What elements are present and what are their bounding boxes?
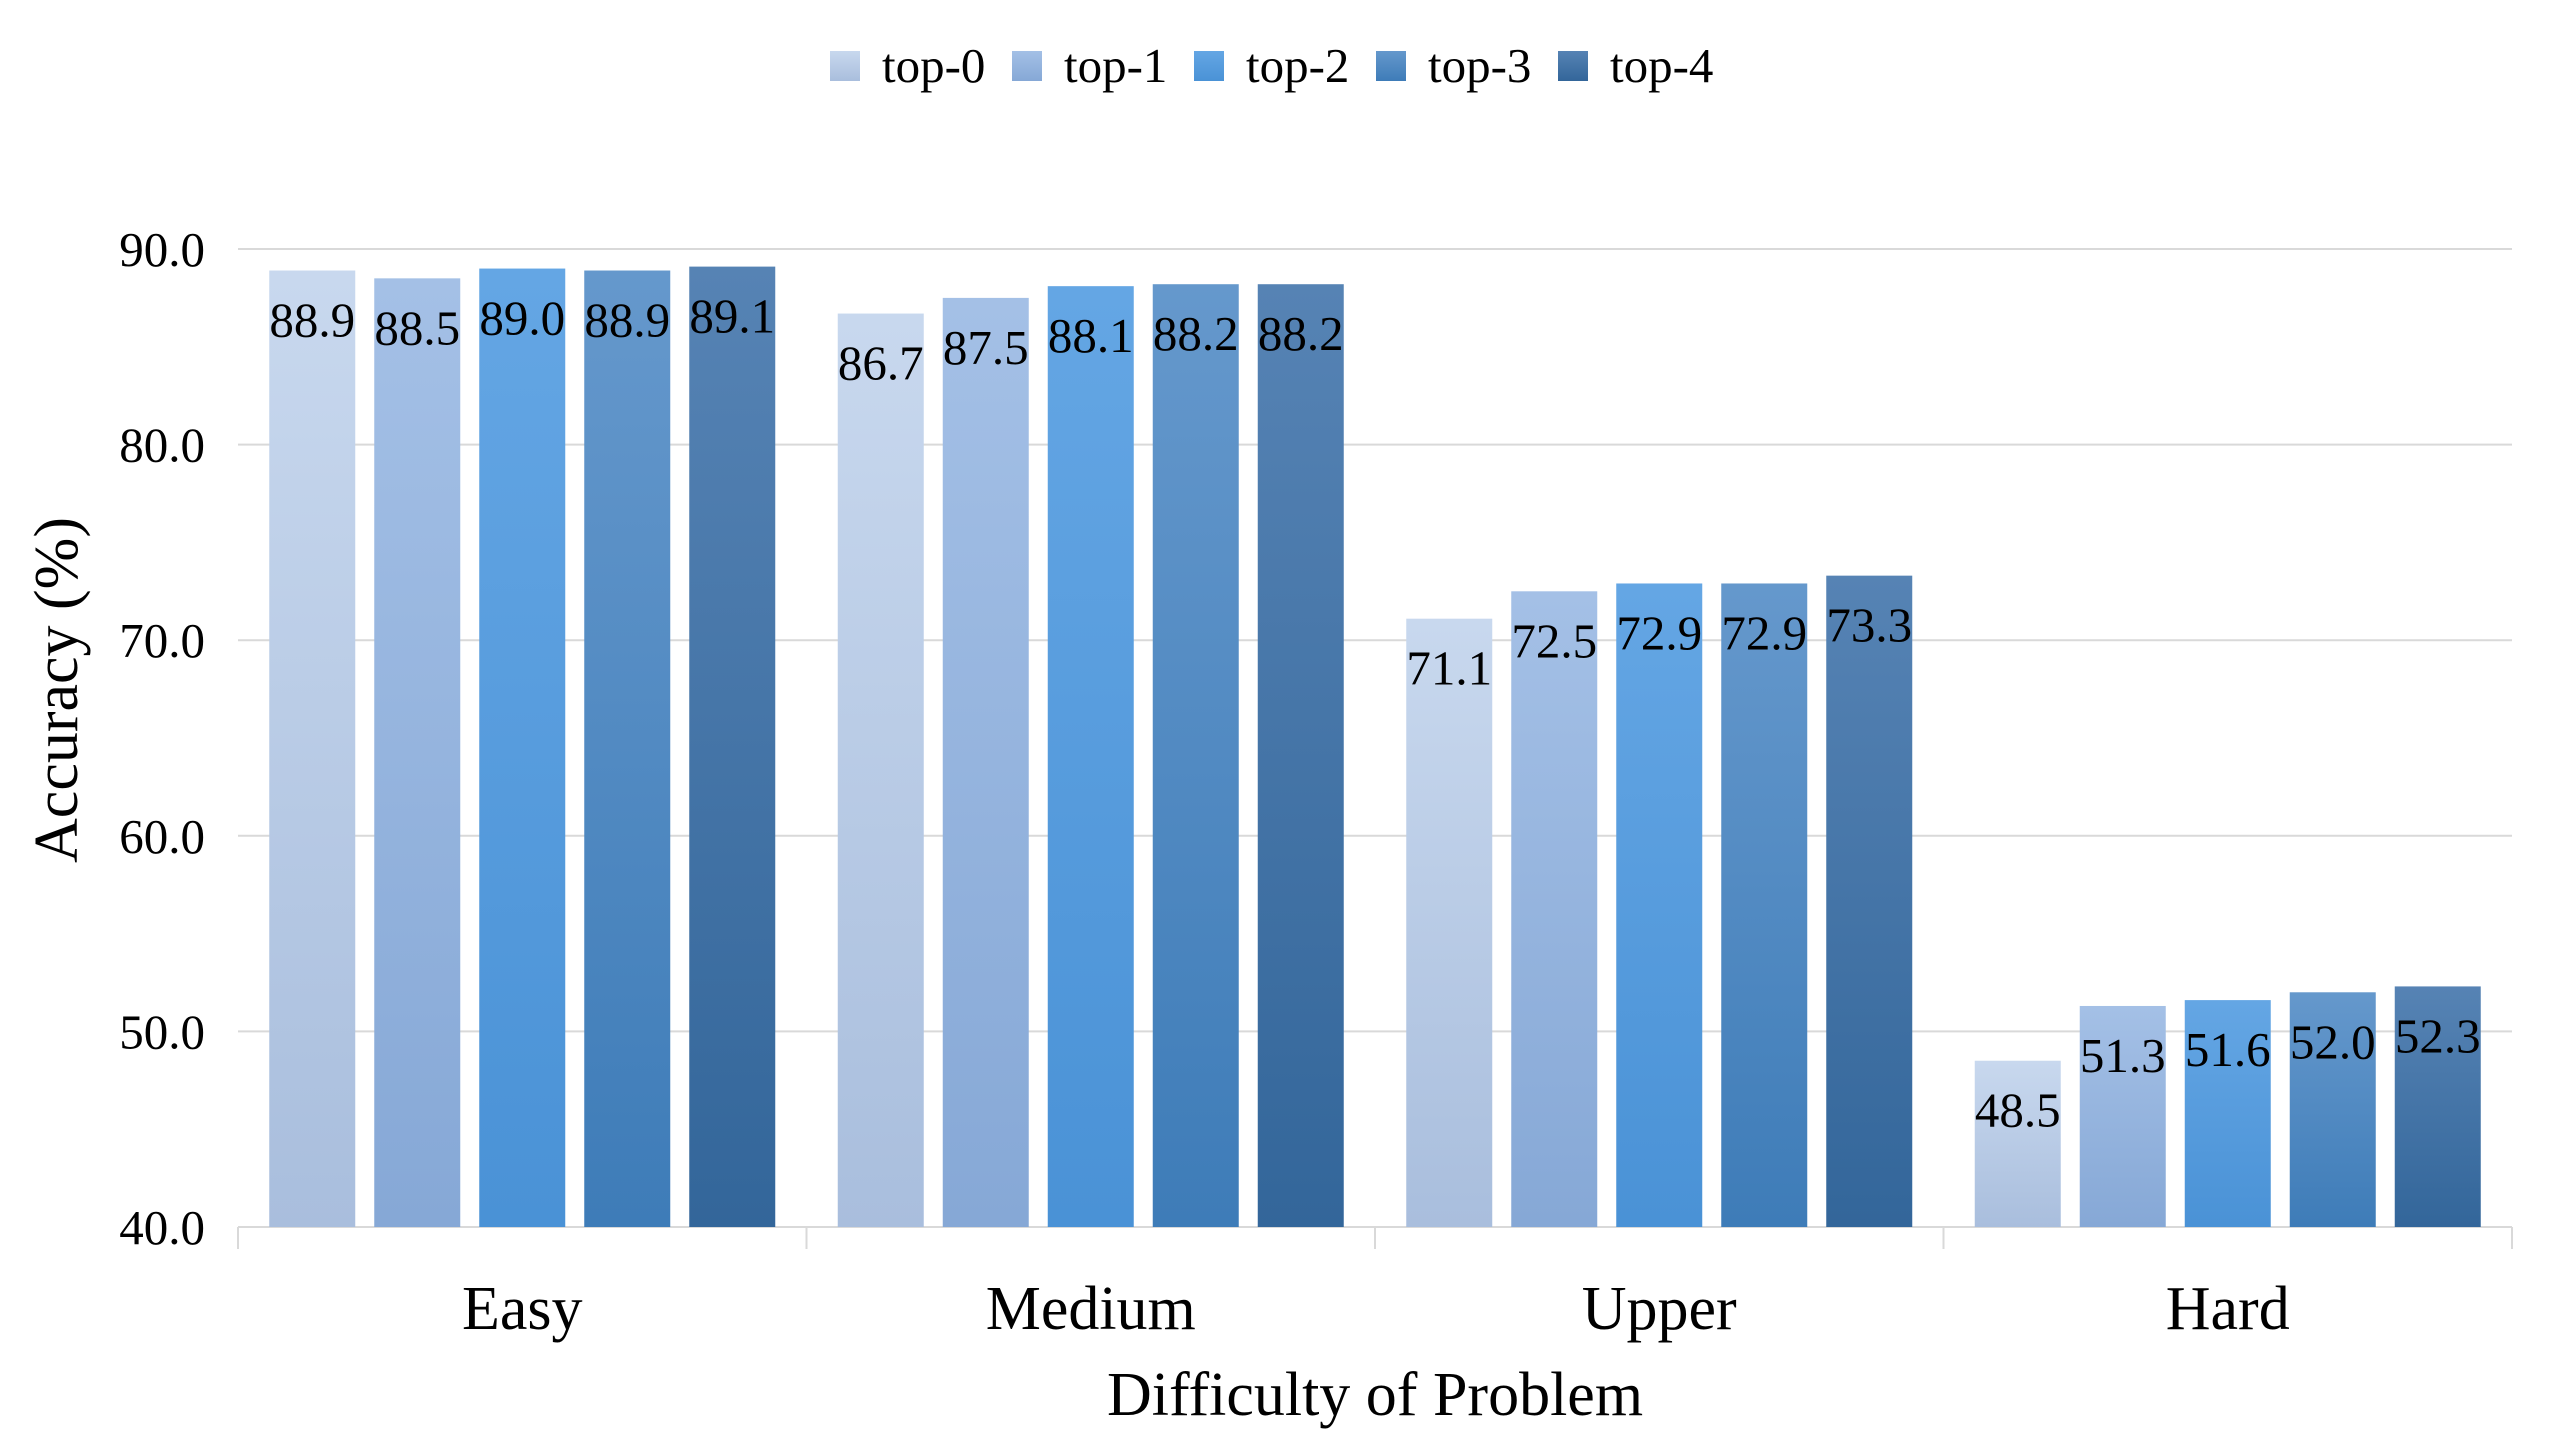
axes: 40.0 50.0 60.0 70.0 80.0 90.0 Easy Medium Upper H… xyxy=(119,222,2513,1343)
bar-top-0-hard xyxy=(1974,1060,2061,1227)
legend-label-top-2: top-2 xyxy=(1246,38,1349,93)
data-label: 88.1 xyxy=(1048,308,1134,363)
legend-swatch-top-3 xyxy=(1376,51,1406,81)
legend-swatch-top-2 xyxy=(1194,51,1224,81)
bar-top-2-medium xyxy=(1047,286,1134,1227)
legend-swatch-top-0 xyxy=(830,51,860,81)
x-category-label: Upper xyxy=(1582,1275,1737,1343)
data-label: 71.1 xyxy=(1406,641,1492,696)
bar-top-1-hard xyxy=(2079,1005,2166,1227)
y-tick-label: 70.0 xyxy=(119,613,205,668)
bar-top-1-upper xyxy=(1511,591,1598,1227)
y-tick-label: 50.0 xyxy=(119,1004,205,1059)
legend-label-top-3: top-3 xyxy=(1428,38,1531,93)
bars xyxy=(269,266,2481,1228)
bar-top-3-medium xyxy=(1152,284,1239,1227)
bar-top-4-upper xyxy=(1826,575,1913,1227)
y-tick-label: 80.0 xyxy=(119,418,205,473)
y-axis-title: Accuracy (%) xyxy=(23,517,91,863)
data-labels: 88.9 88.5 89.0 88.9 89.1 86.7 87.5 88.1 88.2 88.2… xyxy=(269,289,2480,1138)
bar-top-3-hard xyxy=(2289,992,2376,1227)
bar-top-1-medium xyxy=(942,297,1029,1227)
legend-swatch-top-1 xyxy=(1012,51,1042,81)
data-label: 52.0 xyxy=(2290,1014,2376,1069)
data-label: 89.1 xyxy=(689,289,775,344)
data-label: 51.6 xyxy=(2185,1022,2271,1077)
x-category-label: Medium xyxy=(986,1275,1196,1343)
legend-swatch-top-4 xyxy=(1558,51,1588,81)
x-category-label: Hard xyxy=(2166,1275,2290,1343)
bar-top-3-easy xyxy=(584,270,671,1227)
data-label: 88.9 xyxy=(584,293,670,348)
data-label: 51.3 xyxy=(2080,1028,2166,1083)
bar-top-2-upper xyxy=(1616,583,1703,1227)
bar-top-0-medium xyxy=(837,313,924,1228)
data-label: 72.9 xyxy=(1616,605,1702,660)
y-tick-label: 40.0 xyxy=(119,1200,205,1255)
data-label: 88.5 xyxy=(374,300,460,355)
bar-top-2-easy xyxy=(479,268,566,1227)
data-label: 48.5 xyxy=(1975,1083,2061,1138)
data-label: 88.2 xyxy=(1153,306,1239,361)
legend-label-top-0: top-0 xyxy=(882,38,985,93)
bar-top-0-upper xyxy=(1406,618,1493,1227)
bar-top-1-easy xyxy=(374,278,461,1228)
data-label: 88.2 xyxy=(1258,306,1344,361)
data-label: 89.0 xyxy=(479,291,565,346)
legend: top-0 top-1 top-2 top-3 top-4 xyxy=(830,38,1713,93)
legend-label-top-1: top-1 xyxy=(1064,38,1167,93)
legend-label-top-4: top-4 xyxy=(1610,38,1713,93)
y-tick-label: 60.0 xyxy=(119,809,205,864)
x-category-label: Easy xyxy=(462,1275,583,1343)
bar-top-2-hard xyxy=(2184,1000,2271,1227)
bar-top-0-easy xyxy=(269,270,356,1227)
bar-top-3-upper xyxy=(1721,583,1808,1227)
bar-top-4-medium xyxy=(1257,284,1344,1227)
data-label: 73.3 xyxy=(1826,598,1912,653)
data-label: 87.5 xyxy=(943,320,1029,375)
y-tick-label: 90.0 xyxy=(119,222,205,277)
x-axis-title: Difficulty of Problem xyxy=(1107,1361,1643,1429)
grid-lines xyxy=(238,248,2512,1033)
data-label: 72.9 xyxy=(1721,605,1807,660)
bar-top-4-easy xyxy=(689,266,776,1227)
data-label: 88.9 xyxy=(269,293,355,348)
data-label: 86.7 xyxy=(838,336,924,391)
bar-top-4-hard xyxy=(2394,986,2481,1227)
data-label: 72.5 xyxy=(1511,613,1597,668)
data-label: 52.3 xyxy=(2395,1008,2481,1063)
